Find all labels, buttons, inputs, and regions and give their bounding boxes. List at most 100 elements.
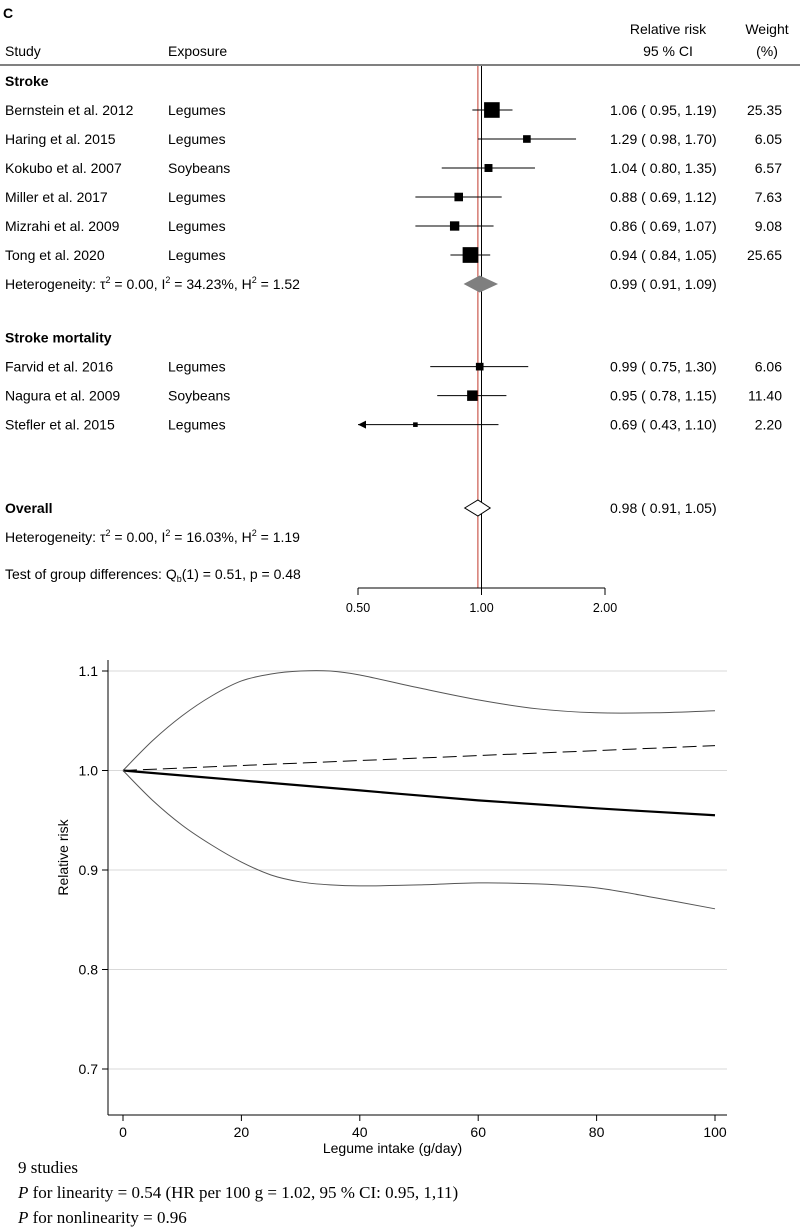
het-tau: = 0.00, I — [111, 276, 166, 292]
header-weight-line1: Weight — [745, 21, 788, 37]
caption-p-letter: P — [17, 1183, 28, 1202]
het-sup: 2 — [165, 275, 170, 285]
study-exposure: Legumes — [168, 131, 226, 147]
header-weight-line2: (%) — [756, 43, 778, 59]
forest-x-tick-label: 2.00 — [593, 601, 617, 615]
overall-heterogeneity: Heterogeneity: τ2 = 0.00, I2 = 16.03%, H… — [5, 528, 300, 545]
point-estimate-marker — [462, 247, 479, 263]
overall-rr-ci: 0.98 ( 0.91, 1.05) — [610, 500, 717, 516]
study-name: Miller et al. 2017 — [5, 189, 108, 205]
study-weight: 6.05 — [755, 131, 782, 147]
het-label: Heterogeneity: τ — [5, 276, 106, 292]
forest-x-tick-label: 1.00 — [469, 601, 493, 615]
study-exposure: Legumes — [168, 359, 226, 375]
forest-x-tick-label: 0.50 — [346, 601, 370, 615]
panel-label: C — [3, 5, 13, 21]
caption-nonlinearity: P for nonlinearity = 0.96 — [17, 1208, 187, 1227]
study-name: Bernstein et al. 2012 — [5, 102, 134, 118]
caption-studies: 9 studies — [18, 1158, 78, 1177]
point-estimate-marker — [475, 362, 484, 371]
study-weight: 25.35 — [747, 102, 782, 118]
x-tick-label: 100 — [703, 1124, 727, 1140]
study-name: Haring et al. 2015 — [5, 131, 116, 147]
series-line-upper-95-ci — [122, 670, 716, 771]
caption-nonlinearity-text: for nonlinearity = 0.96 — [28, 1208, 186, 1227]
study-weight: 6.06 — [755, 359, 782, 375]
study-rr-ci: 1.04 ( 0.80, 1.35) — [610, 160, 717, 176]
study-weight: 11.40 — [748, 388, 782, 404]
caption: 9 studies P for linearity = 0.54 (HR per… — [17, 1158, 458, 1227]
het-h2: = 1.52 — [257, 276, 300, 292]
overall-label: Overall — [5, 500, 52, 516]
study-exposure: Legumes — [168, 189, 226, 205]
het-h2: = 1.19 — [257, 529, 300, 545]
y-axis-label: Relative risk — [55, 818, 71, 895]
overall-diamond — [463, 499, 492, 517]
study-name: Kokubo et al. 2007 — [5, 160, 122, 176]
point-estimate-marker — [454, 192, 464, 202]
het-i2: = 16.03%, H — [170, 529, 251, 545]
study-weight: 6.57 — [755, 160, 782, 176]
caption-linearity: P for linearity = 0.54 (HR per 100 g = 1… — [17, 1183, 458, 1202]
series-line-nonlinear-estimate — [122, 769, 716, 817]
ci-arrow — [358, 420, 366, 429]
series-line-lower-95-ci — [122, 770, 716, 910]
point-estimate-marker — [484, 102, 500, 118]
point-estimate-marker — [467, 390, 478, 401]
study-rr-ci: 0.95 ( 0.78, 1.15) — [610, 388, 717, 404]
study-exposure: Legumes — [168, 102, 226, 118]
point-estimate-marker — [449, 221, 460, 231]
x-axis-label: Legume intake (g/day) — [323, 1140, 462, 1156]
y-tick-label: 0.7 — [79, 1061, 99, 1077]
study-exposure: Soybeans — [168, 160, 230, 176]
heterogeneity-text: Heterogeneity: τ2 = 0.00, I2 = 34.23%, H… — [5, 275, 300, 292]
point-estimate-marker — [523, 135, 531, 143]
het-sup: 2 — [105, 275, 110, 285]
study-weight: 9.08 — [755, 218, 782, 234]
header-exposure: Exposure — [168, 43, 227, 59]
x-tick-label: 60 — [470, 1124, 486, 1140]
study-rr-ci: 0.88 ( 0.69, 1.12) — [610, 189, 717, 205]
x-tick-label: 0 — [119, 1124, 127, 1140]
study-name: Mizrahi et al. 2009 — [5, 218, 120, 234]
x-tick-label: 80 — [589, 1124, 605, 1140]
header-study: Study — [5, 43, 41, 59]
forest-plot: Stroke Bernstein et al. 2012 Legumes 1.06 (… — [5, 73, 782, 615]
pooled-diamond — [463, 275, 499, 293]
study-exposure: Soybeans — [168, 388, 230, 404]
het-sup: 2 — [165, 528, 170, 538]
group-test-sub: b — [177, 574, 182, 584]
point-estimate-marker — [413, 422, 418, 427]
y-tick-label: 0.8 — [79, 962, 99, 978]
study-name: Nagura et al. 2009 — [5, 388, 120, 404]
study-rr-ci: 0.94 ( 0.84, 1.05) — [610, 247, 717, 263]
study-name: Tong et al. 2020 — [5, 247, 105, 263]
pooled-rr-ci: 0.99 ( 0.91, 1.09) — [610, 276, 717, 292]
x-tick-label: 20 — [234, 1124, 250, 1140]
het-i2: = 34.23%, H — [170, 276, 251, 292]
study-exposure: Legumes — [168, 218, 226, 234]
study-rr-ci: 0.86 ( 0.69, 1.07) — [610, 218, 717, 234]
header-rr-line2: 95 % CI — [643, 43, 693, 59]
study-weight: 7.63 — [755, 189, 782, 205]
study-rr-ci: 0.69 ( 0.43, 1.10) — [610, 417, 717, 433]
study-weight: 25.65 — [747, 247, 782, 263]
study-exposure: Legumes — [168, 417, 226, 433]
study-rr-ci: 0.99 ( 0.75, 1.30) — [610, 359, 717, 375]
het-tau: = 0.00, I — [111, 529, 166, 545]
caption-p-letter-2: P — [17, 1208, 28, 1227]
study-name: Stefler et al. 2015 — [5, 417, 115, 433]
y-tick-label: 0.9 — [79, 862, 99, 878]
study-exposure: Legumes — [168, 247, 226, 263]
y-tick-label: 1.1 — [79, 663, 99, 679]
x-tick-label: 40 — [352, 1124, 368, 1140]
study-rr-ci: 1.29 ( 0.98, 1.70) — [610, 131, 717, 147]
study-rr-ci: 1.06 ( 0.95, 1.19) — [610, 102, 717, 118]
group-heading: Stroke — [5, 73, 49, 89]
group-test-label: Test of group differences: Q — [5, 566, 177, 582]
het-sup: 2 — [252, 528, 257, 538]
group-heading: Stroke mortality — [5, 330, 112, 346]
header-rr-line1: Relative risk — [630, 21, 707, 37]
het-sup: 2 — [252, 275, 257, 285]
